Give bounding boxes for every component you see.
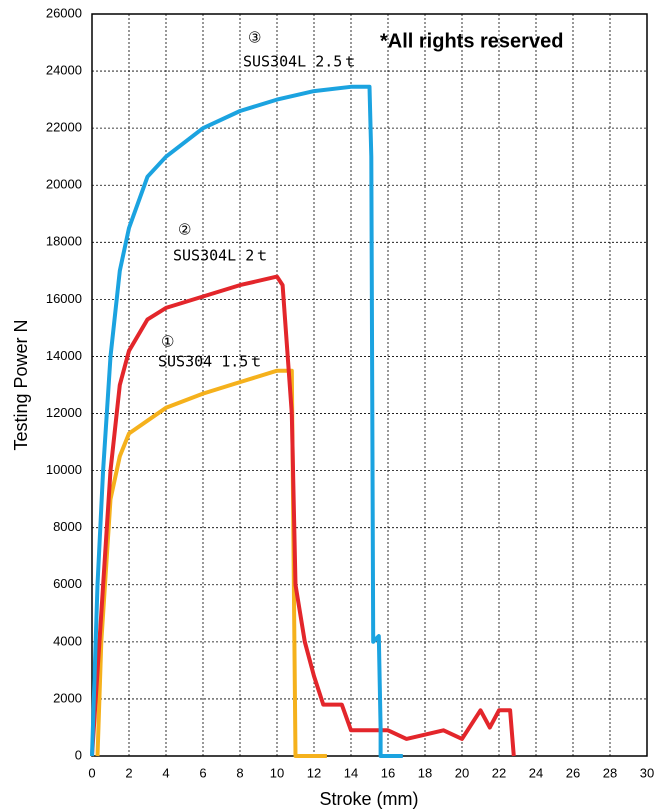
- y-tick-label: 12000: [46, 405, 82, 420]
- y-axis-label: Testing Power N: [11, 319, 31, 450]
- data-line: [92, 87, 403, 756]
- y-tick-label: 2000: [53, 690, 82, 705]
- y-tick-label: 4000: [53, 633, 82, 648]
- y-tick-label: 10000: [46, 462, 82, 477]
- annotation: *All rights reserved: [380, 30, 563, 52]
- chart: Testing Power N Stroke (mm) 0 2000 4000 600…: [0, 0, 656, 812]
- x-tick-label: 24: [529, 765, 543, 780]
- page: {"chart_data": {"type": "line", "ylabel"…: [0, 0, 656, 812]
- y-tick-label: 16000: [46, 291, 82, 306]
- annotation: ①: [161, 333, 174, 351]
- x-tick-label: 14: [344, 765, 358, 780]
- x-tick-label: 30: [640, 765, 654, 780]
- x-tick-label: 0: [88, 765, 95, 780]
- y-tick-label: 22000: [46, 120, 82, 135]
- y-tick-label: 24000: [46, 63, 82, 78]
- annotation: SUS304L 2ｔ: [173, 247, 269, 265]
- y-tick-label: 18000: [46, 234, 82, 249]
- y-tick-label: 8000: [53, 519, 82, 534]
- x-tick-label: 2: [125, 765, 132, 780]
- y-tick-label: 6000: [53, 576, 82, 591]
- annotation: SUS304L 2.5ｔ: [243, 53, 357, 71]
- annotation: ③: [248, 29, 261, 47]
- y-tick-label: 20000: [46, 177, 82, 192]
- x-tick-label: 16: [381, 765, 395, 780]
- y-tick-label: 14000: [46, 348, 82, 363]
- x-tick-label: 22: [492, 765, 506, 780]
- x-tick-label: 6: [199, 765, 206, 780]
- x-tick-label: 10: [270, 765, 284, 780]
- annotation: SUS304 1.5ｔ: [158, 353, 263, 371]
- x-tick-label: 8: [236, 765, 243, 780]
- x-tick-label: 20: [455, 765, 469, 780]
- y-tick-label: 26000: [46, 5, 82, 20]
- x-tick-label: 26: [566, 765, 580, 780]
- x-tick-label: 12: [307, 765, 321, 780]
- annotation: ②: [178, 221, 191, 239]
- x-tick-label: 28: [603, 765, 617, 780]
- x-axis-label: Stroke (mm): [320, 789, 419, 809]
- x-tick-label: 18: [418, 765, 432, 780]
- y-tick-label: 0: [75, 747, 82, 762]
- data-line: [92, 277, 514, 756]
- x-tick-label: 4: [162, 765, 169, 780]
